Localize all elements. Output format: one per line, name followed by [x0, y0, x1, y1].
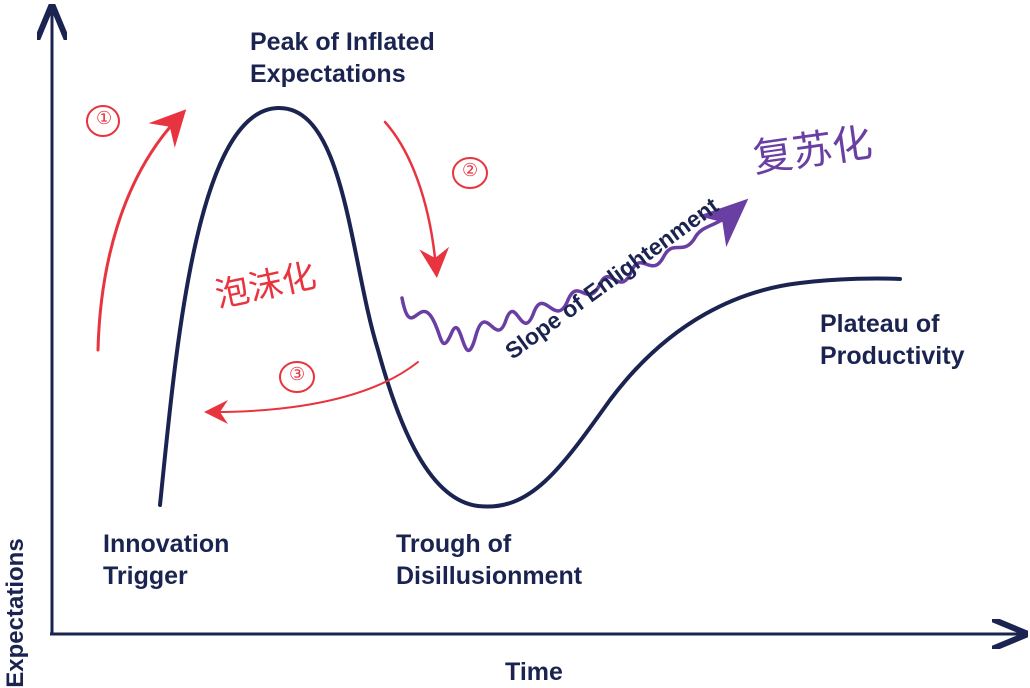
- label-plateau-line2: Productivity: [820, 342, 965, 370]
- hype-cycle-curve: [158, 105, 902, 509]
- marker-2: ②: [462, 160, 479, 181]
- red-circle-3: [279, 361, 315, 393]
- label-innovation-line1: Innovation: [103, 530, 230, 558]
- red-circle-1: [86, 105, 120, 137]
- y-axis-label: Expectations: [2, 538, 29, 688]
- label-plateau-line1: Plateau of: [820, 310, 940, 338]
- label-innovation-line2: Trigger: [103, 562, 188, 590]
- label-plateau: Plateau of Productivity: [820, 308, 964, 372]
- label-trough-line1: Trough of: [396, 530, 512, 558]
- marker-1: ①: [96, 108, 113, 129]
- label-trough: Trough of Disillusionment: [396, 528, 582, 592]
- x-axis-label: Time: [505, 658, 563, 686]
- label-innovation: Innovation Trigger: [103, 528, 229, 592]
- label-peak-line2: Expectations: [250, 60, 406, 88]
- purple-squiggle-arrow: [400, 198, 749, 353]
- marker-3: ③: [289, 364, 306, 385]
- label-trough-line2: Disillusionment: [396, 562, 583, 590]
- red-arrow-down: [383, 120, 450, 278]
- red-arrow-up: [96, 109, 187, 352]
- red-arrow-left: [204, 361, 419, 424]
- label-peak-line1: Peak of Inflated: [250, 28, 435, 56]
- red-circle-2: [452, 157, 488, 189]
- label-peak: Peak of Inflated Expectations: [250, 26, 435, 90]
